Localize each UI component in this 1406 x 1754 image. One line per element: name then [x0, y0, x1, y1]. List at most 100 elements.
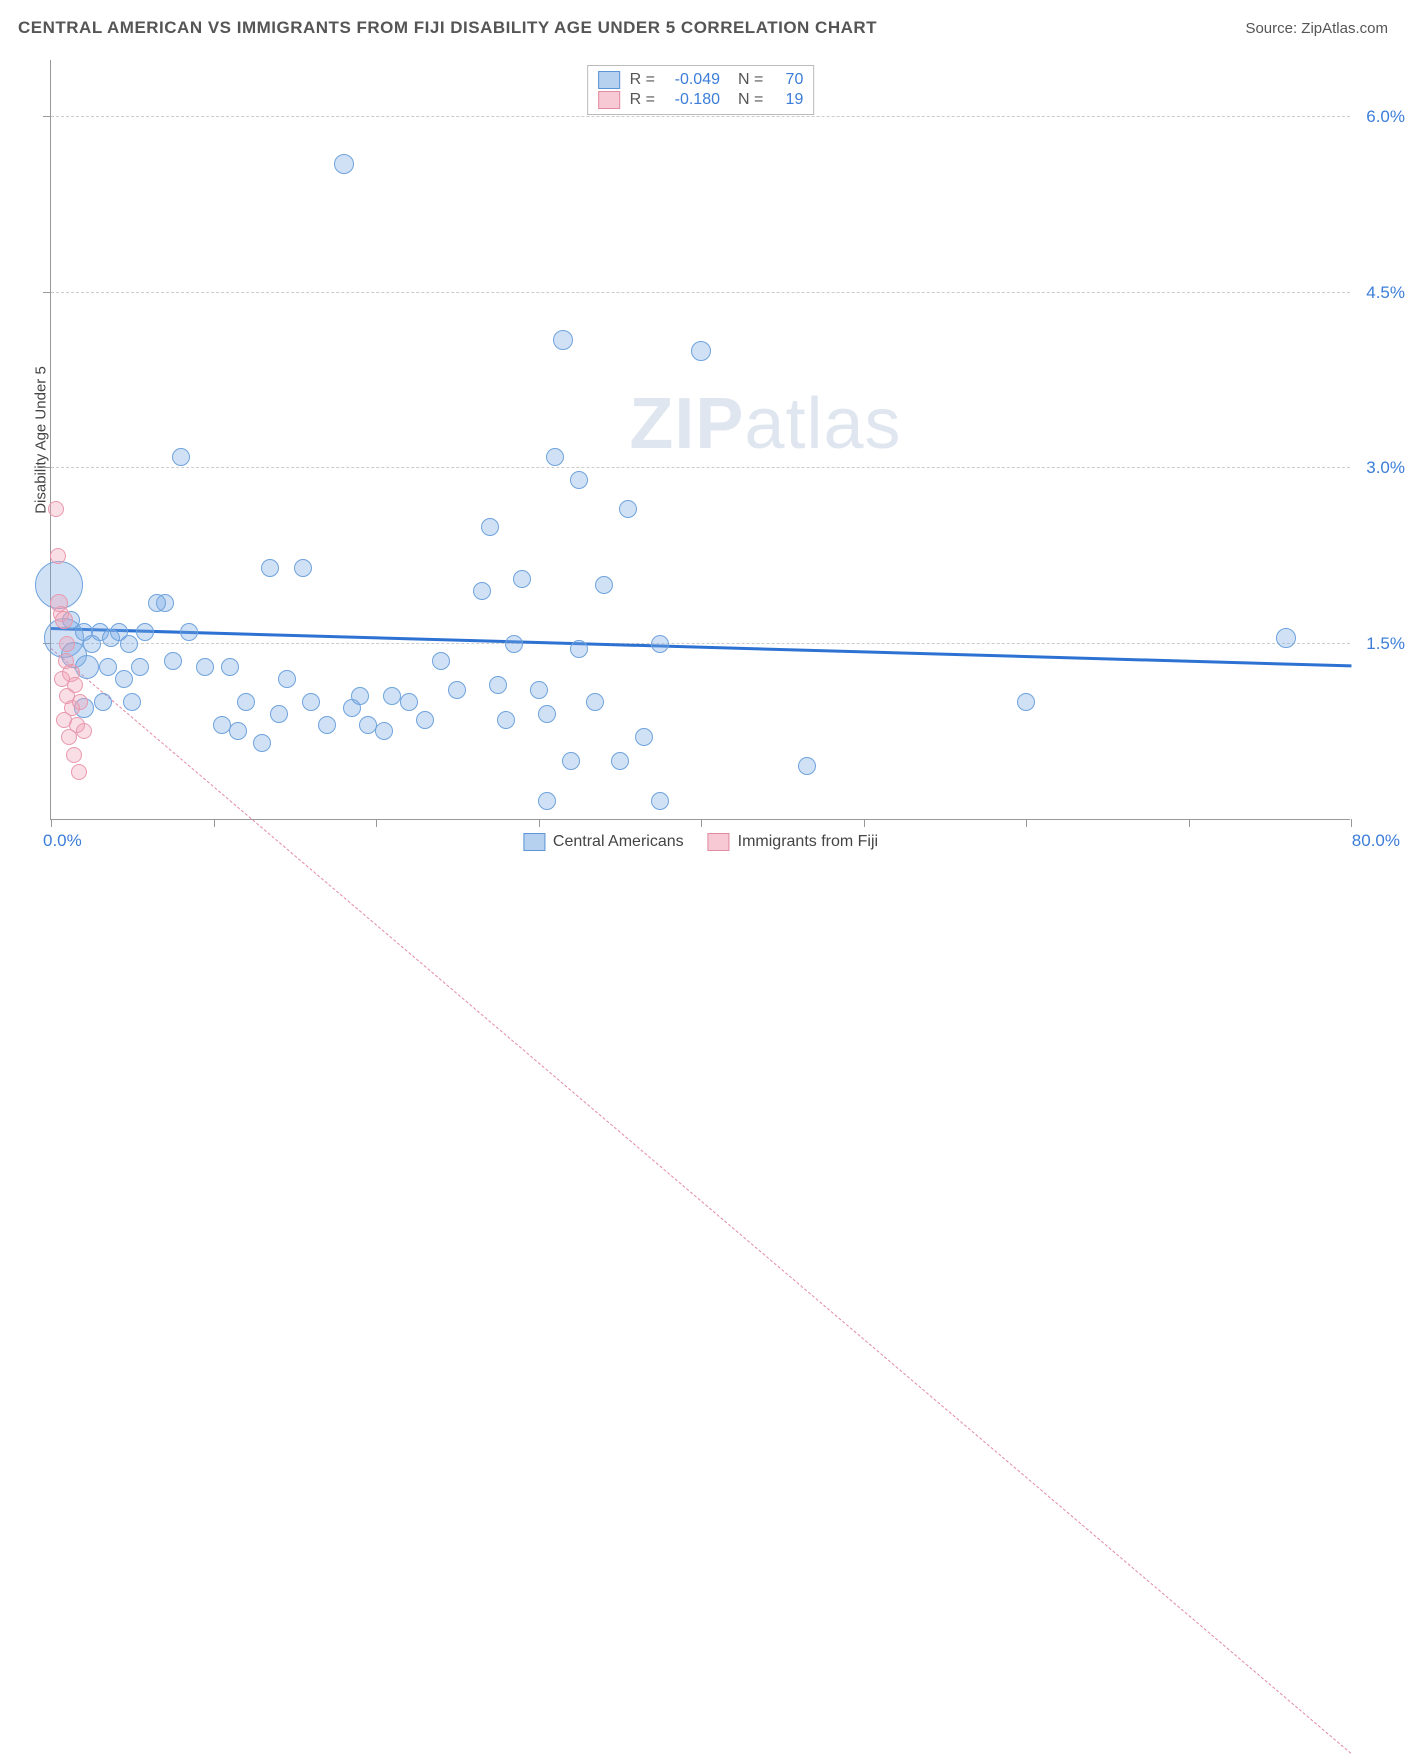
- data-point: [530, 681, 548, 699]
- legend-stat-row: R = -0.049 N = 70: [598, 70, 804, 90]
- data-point: [61, 729, 77, 745]
- data-point: [196, 658, 214, 676]
- legend-series-item: Immigrants from Fiji: [708, 833, 878, 851]
- data-point: [432, 652, 450, 670]
- data-point: [294, 559, 312, 577]
- r-value: -0.180: [665, 91, 720, 109]
- data-point: [651, 792, 669, 810]
- data-point: [253, 734, 271, 752]
- data-point: [334, 154, 354, 174]
- x-min-label: 0.0%: [43, 831, 82, 851]
- data-point: [562, 752, 580, 770]
- data-point: [473, 582, 491, 600]
- data-point: [237, 693, 255, 711]
- chart-source: Source: ZipAtlas.com: [1245, 20, 1388, 37]
- x-tick: [376, 819, 377, 827]
- series-name: Central Americans: [553, 833, 684, 851]
- r-value: -0.049: [665, 71, 720, 89]
- n-label: N =: [738, 91, 763, 109]
- x-tick: [51, 819, 52, 827]
- data-point: [76, 723, 92, 739]
- x-tick: [864, 819, 865, 827]
- scatter-plot: ZIPatlas Disability Age Under 5 R =-0.04…: [50, 60, 1350, 820]
- data-point: [400, 693, 418, 711]
- legend-series-item: Central Americans: [523, 833, 684, 851]
- data-point: [55, 611, 73, 629]
- trend-line: [51, 649, 1352, 1754]
- data-point: [586, 693, 604, 711]
- data-point: [619, 500, 637, 518]
- data-point: [798, 757, 816, 775]
- data-point: [270, 705, 288, 723]
- data-point: [497, 711, 515, 729]
- data-point: [99, 658, 117, 676]
- data-point: [136, 623, 154, 641]
- data-point: [229, 722, 247, 740]
- data-point: [448, 681, 466, 699]
- data-point: [538, 705, 556, 723]
- r-label: R =: [630, 71, 655, 89]
- data-point: [59, 636, 75, 652]
- data-point: [375, 722, 393, 740]
- x-max-label: 80.0%: [1352, 831, 1400, 851]
- x-tick: [214, 819, 215, 827]
- data-point: [120, 635, 138, 653]
- trend-line: [51, 627, 1351, 667]
- gridline: [51, 116, 1350, 117]
- data-point: [570, 640, 588, 658]
- data-point: [635, 728, 653, 746]
- data-point: [221, 658, 239, 676]
- r-label: R =: [630, 91, 655, 109]
- data-point: [66, 747, 82, 763]
- data-point: [278, 670, 296, 688]
- watermark: ZIPatlas: [629, 383, 901, 465]
- data-point: [416, 711, 434, 729]
- data-point: [180, 623, 198, 641]
- x-tick: [701, 819, 702, 827]
- series-legend: Central Americans Immigrants from Fiji: [523, 833, 878, 851]
- y-tick-label: 6.0%: [1366, 107, 1405, 127]
- data-point: [123, 693, 141, 711]
- y-tick-label: 4.5%: [1366, 283, 1405, 303]
- data-point: [505, 635, 523, 653]
- n-label: N =: [738, 71, 763, 89]
- x-tick: [1351, 819, 1352, 827]
- chart-header: CENTRAL AMERICAN VS IMMIGRANTS FROM FIJI…: [18, 18, 1388, 38]
- data-point: [148, 594, 166, 612]
- data-point: [302, 693, 320, 711]
- chart-title: CENTRAL AMERICAN VS IMMIGRANTS FROM FIJI…: [18, 18, 877, 38]
- legend-swatch: [598, 91, 620, 109]
- x-tick: [1189, 819, 1190, 827]
- data-point: [489, 676, 507, 694]
- x-tick: [539, 819, 540, 827]
- n-value: 19: [773, 91, 803, 109]
- gridline: [51, 292, 1350, 293]
- data-point: [72, 694, 88, 710]
- data-point: [691, 341, 711, 361]
- data-point: [1017, 693, 1035, 711]
- legend-stat-row: R = -0.180 N = 19: [598, 90, 804, 110]
- data-point: [538, 792, 556, 810]
- data-point: [48, 501, 64, 517]
- data-point: [651, 635, 669, 653]
- data-point: [595, 576, 613, 594]
- y-axis-label: Disability Age Under 5: [33, 366, 50, 514]
- data-point: [351, 687, 369, 705]
- n-value: 70: [773, 71, 803, 89]
- data-point: [481, 518, 499, 536]
- data-point: [261, 559, 279, 577]
- data-point: [172, 448, 190, 466]
- data-point: [570, 471, 588, 489]
- data-point: [546, 448, 564, 466]
- x-tick: [1026, 819, 1027, 827]
- data-point: [611, 752, 629, 770]
- gridline: [51, 467, 1350, 468]
- legend-swatch: [523, 833, 545, 851]
- data-point: [94, 693, 112, 711]
- data-point: [1276, 628, 1296, 648]
- data-point: [164, 652, 182, 670]
- y-tick-label: 3.0%: [1366, 458, 1405, 478]
- gridline: [51, 643, 1350, 644]
- data-point: [71, 764, 87, 780]
- legend-swatch: [598, 71, 620, 89]
